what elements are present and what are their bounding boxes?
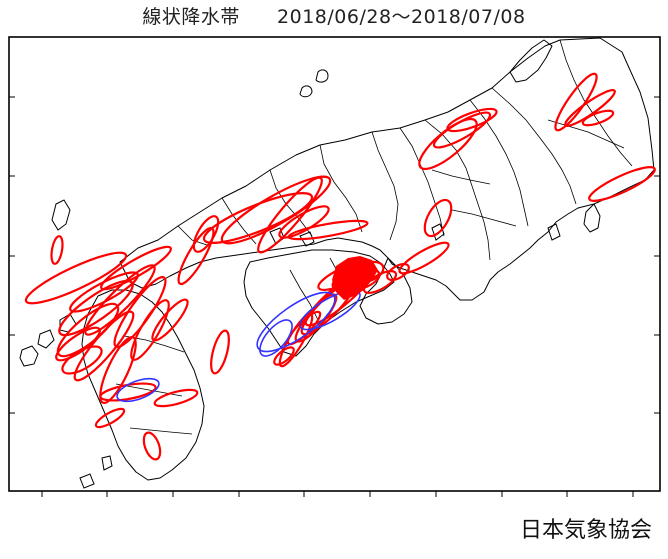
map-frame [8, 36, 661, 492]
credit-label: 日本気象協会 [519, 518, 652, 543]
coastline [81, 37, 655, 481]
frame-ticks [9, 96, 660, 497]
red-cluster-fill [332, 256, 378, 300]
title-text: 線状降水帯 [142, 6, 240, 28]
title-period: 2018/06/28～2018/07/08 [277, 6, 526, 28]
blue-rain-bands [116, 289, 361, 403]
islands [19, 69, 561, 489]
map-title: 線状降水帯 2018/06/28～2018/07/08 [0, 2, 668, 29]
